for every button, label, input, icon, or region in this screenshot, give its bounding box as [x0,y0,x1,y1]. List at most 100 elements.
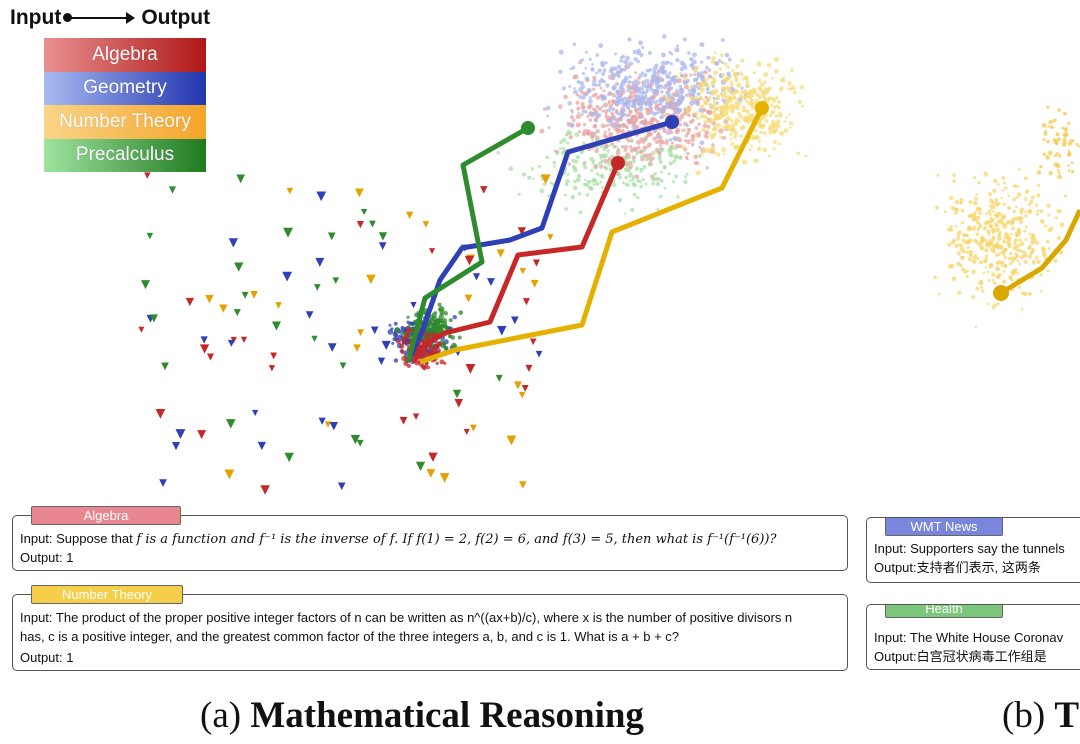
scatter-point [640,87,645,91]
scatter-point [608,91,612,95]
scatter-point [745,81,749,86]
scatter-point [1000,196,1004,199]
card-output-text: Output: 1 [20,650,74,665]
scatter-point [1041,220,1045,224]
scatter-point [495,374,503,382]
scatter-point [1029,199,1034,205]
scatter-point [602,147,607,152]
scatter-point [758,124,763,129]
scatter-point [1006,205,1012,211]
scatter-point [721,61,724,65]
scatter-point [1047,150,1053,156]
scatter-point [636,50,641,56]
scatter-point [609,143,613,147]
scatter-point [578,129,582,134]
scatter-point [577,111,580,115]
scatter-point [624,212,627,216]
scatter-point [649,97,654,103]
scatter-point [508,166,514,172]
scatter-point [1036,193,1041,198]
scatter-point [771,97,777,103]
scatter-point [773,57,780,63]
scatter-point [603,130,607,134]
scatter-point [698,84,704,90]
scatter-point [985,254,989,258]
scatter-point [559,140,563,144]
scatter-point [581,131,587,137]
scatter-point [699,95,703,100]
scatter-point [699,41,705,48]
scatter-point [448,318,453,323]
scatter-point [632,146,637,152]
scatter-point [1034,256,1039,260]
scatter-point [704,65,709,70]
scatter-point [723,62,728,66]
scatter-point [991,272,996,277]
scatter-point [712,100,717,104]
scatter-point [631,81,637,87]
scatter-point [602,68,607,73]
scatter-point [610,72,615,77]
legend-item-precalculus: Precalculus [44,138,206,172]
scatter-point [643,124,647,128]
scatter-point [761,123,766,128]
scatter-point [721,80,725,84]
scatter-point [561,146,566,151]
scatter-point [635,166,640,171]
scatter-point [1019,207,1025,212]
scatter-point [628,166,632,170]
scatter-point [677,155,683,160]
scatter-point [1055,132,1060,137]
scatter-point [624,100,629,106]
scatter-point [586,129,591,134]
scatter-point [692,154,696,159]
scatter-point [1027,254,1033,259]
scatter-point [986,229,991,234]
scatter-point [967,214,972,219]
scatter-point [681,145,686,149]
scatter-point [585,193,590,197]
scatter-point [1024,237,1028,241]
scatter-point [777,120,781,124]
scatter-point [695,116,700,121]
scatter-point [584,66,588,70]
scatter-point [311,335,318,343]
scatter-point [644,78,650,84]
scatter-point [739,125,745,131]
scatter-point [677,144,683,149]
scatter-point [639,97,645,103]
scatter-point [961,238,966,243]
scatter-point [728,128,732,132]
scatter-point [617,100,621,104]
scatter-point [435,361,439,366]
scatter-point [741,105,746,110]
scatter-point [659,160,663,164]
scatter-point [199,344,210,354]
scatter-point [598,174,602,178]
scatter-point [711,76,716,81]
scatter-point [1062,142,1067,148]
scatter-point [679,66,685,72]
scatter-point [659,76,663,81]
scatter-point [590,169,594,173]
scatter-point [1015,195,1019,200]
scatter-point [575,155,580,160]
scatter-point [521,172,526,177]
scatter-point [1020,308,1024,311]
legend-item-algebra: Algebra [44,38,206,72]
scatter-point [271,321,281,331]
scatter-point [966,269,970,273]
scatter-point [591,162,594,165]
scatter-point [636,59,640,64]
scatter-point [1054,141,1058,145]
scatter-point [582,122,587,127]
scatter-point [224,469,235,480]
scatter-point [615,149,621,156]
scatter-point [570,110,574,114]
scatter-point [768,113,773,117]
scatter-point [643,95,648,99]
scatter-point [588,57,592,61]
scatter-point [1036,170,1042,175]
scatter-point [547,126,551,130]
scatter-point [395,327,400,332]
